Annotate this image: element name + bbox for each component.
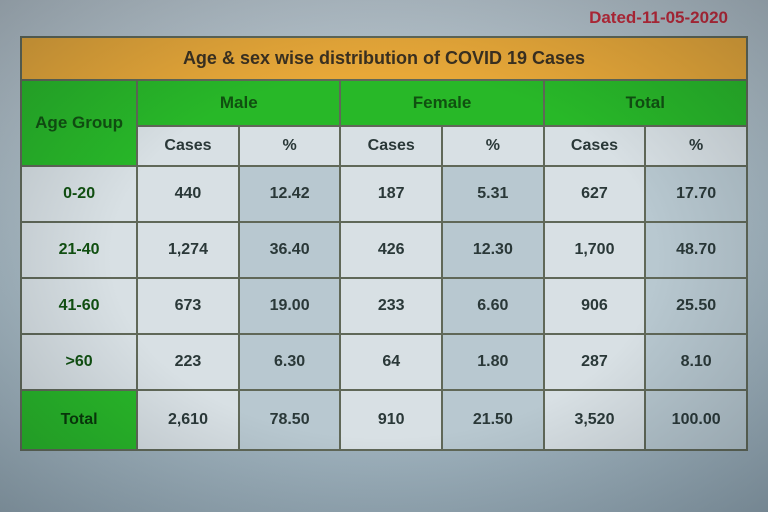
cell: 2,610 xyxy=(137,390,239,450)
cell: 17.70 xyxy=(645,166,747,222)
dated-label: Dated-11-05-2020 xyxy=(20,8,748,28)
group-header-row: Age Group Male Female Total xyxy=(21,80,747,126)
cell: 100.00 xyxy=(645,390,747,450)
row-label: 41-60 xyxy=(21,278,137,334)
table-row: >60 223 6.30 64 1.80 287 8.10 xyxy=(21,334,747,390)
cell: 78.50 xyxy=(239,390,341,450)
cell: 440 xyxy=(137,166,239,222)
table-row: 0-20 440 12.42 187 5.31 627 17.70 xyxy=(21,166,747,222)
sub-total-cases: Cases xyxy=(544,126,646,166)
cell: 5.31 xyxy=(442,166,544,222)
sub-total-pct: % xyxy=(645,126,747,166)
row-label: 21-40 xyxy=(21,222,137,278)
table-title-row: Age & sex wise distribution of COVID 19 … xyxy=(21,37,747,80)
table-title: Age & sex wise distribution of COVID 19 … xyxy=(21,37,747,80)
cell: 25.50 xyxy=(645,278,747,334)
cell: 8.10 xyxy=(645,334,747,390)
cell: 12.42 xyxy=(239,166,341,222)
row-label: >60 xyxy=(21,334,137,390)
cell: 233 xyxy=(340,278,442,334)
covid-distribution-table: Age & sex wise distribution of COVID 19 … xyxy=(20,36,748,451)
total-row: Total 2,610 78.50 910 21.50 3,520 100.00 xyxy=(21,390,747,450)
sub-female-cases: Cases xyxy=(340,126,442,166)
col-male: Male xyxy=(137,80,340,126)
sub-male-cases: Cases xyxy=(137,126,239,166)
cell: 36.40 xyxy=(239,222,341,278)
col-age-group: Age Group xyxy=(21,80,137,166)
cell: 673 xyxy=(137,278,239,334)
cell: 6.30 xyxy=(239,334,341,390)
cell: 21.50 xyxy=(442,390,544,450)
col-female: Female xyxy=(340,80,543,126)
cell: 12.30 xyxy=(442,222,544,278)
cell: 426 xyxy=(340,222,442,278)
cell: 1,274 xyxy=(137,222,239,278)
sub-male-pct: % xyxy=(239,126,341,166)
cell: 19.00 xyxy=(239,278,341,334)
cell: 627 xyxy=(544,166,646,222)
cell: 1,700 xyxy=(544,222,646,278)
sub-female-pct: % xyxy=(442,126,544,166)
total-label: Total xyxy=(21,390,137,450)
cell: 910 xyxy=(340,390,442,450)
cell: 1.80 xyxy=(442,334,544,390)
table-row: 41-60 673 19.00 233 6.60 906 25.50 xyxy=(21,278,747,334)
cell: 64 xyxy=(340,334,442,390)
col-total: Total xyxy=(544,80,747,126)
cell: 3,520 xyxy=(544,390,646,450)
cell: 223 xyxy=(137,334,239,390)
cell: 906 xyxy=(544,278,646,334)
cell: 6.60 xyxy=(442,278,544,334)
table-row: 21-40 1,274 36.40 426 12.30 1,700 48.70 xyxy=(21,222,747,278)
cell: 187 xyxy=(340,166,442,222)
row-label: 0-20 xyxy=(21,166,137,222)
cell: 287 xyxy=(544,334,646,390)
cell: 48.70 xyxy=(645,222,747,278)
